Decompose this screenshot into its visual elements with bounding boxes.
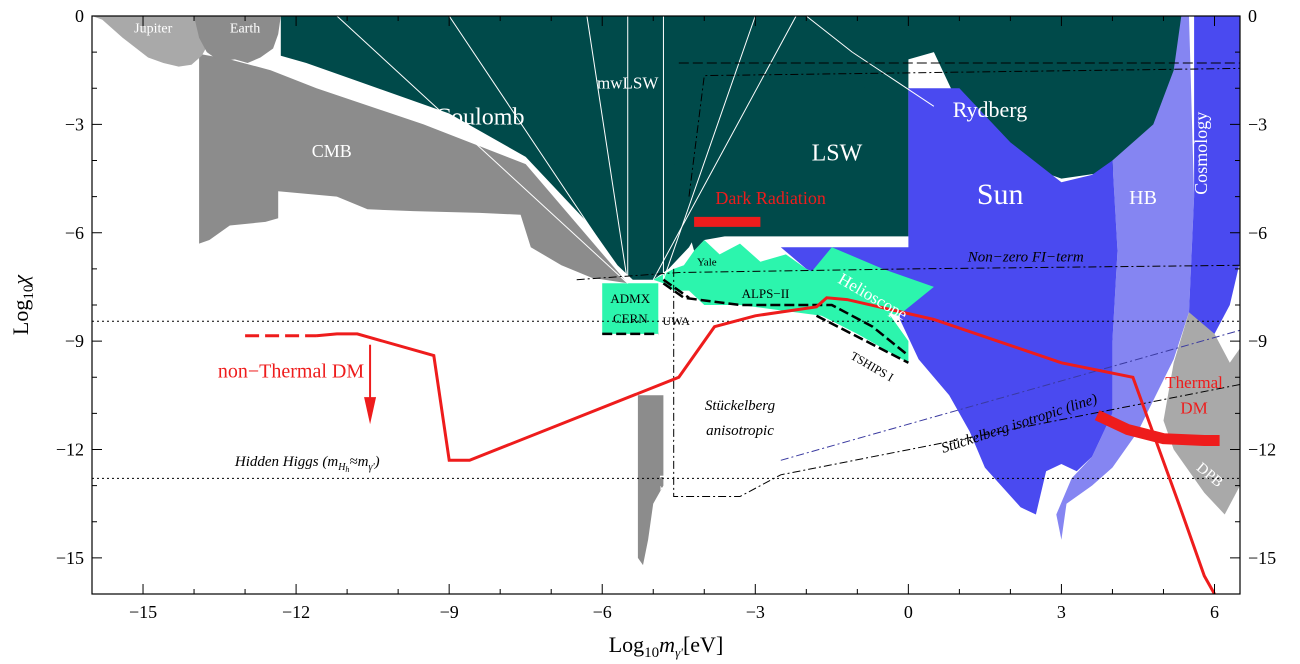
label-yale: Yale [697,256,717,268]
region-rydberg [806,16,1189,179]
y-tick-label: −3 [65,114,84,134]
x-tick-label: −3 [746,602,765,622]
label-non_thermal: non−Thermal DM [218,360,364,382]
non-thermal-dm-line [316,296,1216,594]
y-tick-label-right: −6 [1248,223,1267,243]
line-fi_term_lower [576,264,1240,281]
x-tick-label: −12 [282,602,310,622]
label-admx: ADMX [610,291,650,306]
region-hb [1056,16,1195,540]
label-hidden-higgs: Hidden Higgs (mHh≈mγ') [234,454,380,474]
label-cern: CERN [613,311,648,326]
wedge-line [662,16,756,280]
label-hb: HB [1129,187,1157,209]
label-cmb: CMB [312,141,352,161]
label-rydberg: Rydberg [953,97,1028,122]
y-tick-label: −12 [56,440,84,460]
region-helioscope [796,247,934,316]
label-stuck_aniso1: Stückelberg [705,398,776,414]
line-stuck_aniso [673,268,1240,497]
constraint-lines [92,16,1240,594]
wedge-line [806,16,853,53]
region-haloscopes [637,395,664,566]
x-axis-label: Log10mγ'[eV] [609,632,724,661]
region-cosmology [1189,16,1240,342]
line-tships_dashed [815,314,909,364]
label-earth: Earth [230,21,260,36]
y-tick-label-right: −12 [1248,440,1276,460]
region-dark_radiation_green [653,240,909,363]
wedge-line [448,16,629,284]
region-earth [194,16,281,63]
y-tick-label: −15 [56,548,84,568]
y-tick-label: −9 [65,331,84,351]
label-uwa: UWA [663,314,691,328]
y-tick-label-right: −3 [1248,114,1267,134]
region-jupiter [92,16,220,67]
exclusion-regions [92,16,1240,566]
x-tick-label: 0 [904,602,913,622]
label-non_zero_fi: Non−zero FI−term [967,250,1084,266]
label-mwlsw: mwLSW [597,73,659,92]
label-lsw: LSW [812,141,863,167]
region-sun [780,88,1118,515]
wedge-line [586,16,629,284]
wedge-line [851,51,935,107]
x-tick-label: −15 [129,602,157,622]
label-coulomb: Coulomb [435,104,524,130]
x-tick-label: 3 [1057,602,1066,622]
non-thermal-arrow-head [364,397,377,425]
label-alps: ALPS−II [742,286,790,301]
region-dpb [1163,312,1240,515]
region-admx [602,283,659,334]
label-stuck_aniso2: anisotropic [706,423,774,439]
line-alps_dashed [662,282,910,357]
wedge-line [336,16,629,284]
label-jupiter: Jupiter [134,21,172,36]
label-dark_radiation: Dark Radiation [715,188,825,208]
label-sun: Sun [977,178,1024,211]
y-tick-label-right: −9 [1248,331,1267,351]
label-thermal2: DM [1180,398,1207,417]
x-tick-label: −6 [593,602,612,622]
label-haloscopes: Haloscopes [658,423,675,497]
y-tick-label: 0 [75,6,84,26]
label-cosmology: Cosmology [1191,112,1211,195]
x-tick-label: −9 [440,602,459,622]
x-tick-label: 6 [1210,602,1219,622]
y-tick-label-right: −15 [1248,548,1276,568]
axes: −15 −12 −9 −6 −3 0 3 6 0 0 −3 −3 −6 −6 −9 −9 −12 −12 −15 −1… [8,6,1276,661]
y-tick-label: −6 [65,223,84,243]
region-coulomb [280,16,700,280]
line-uwa_dashed [662,278,690,299]
y-tick-label-right: 0 [1248,6,1257,26]
label-thermal1: Thermal [1165,373,1223,392]
region-cmb [199,53,628,284]
thermal-dm-band [1094,410,1220,446]
y-axis-label: Log10χ [8,274,37,335]
wedge-line [652,16,797,280]
